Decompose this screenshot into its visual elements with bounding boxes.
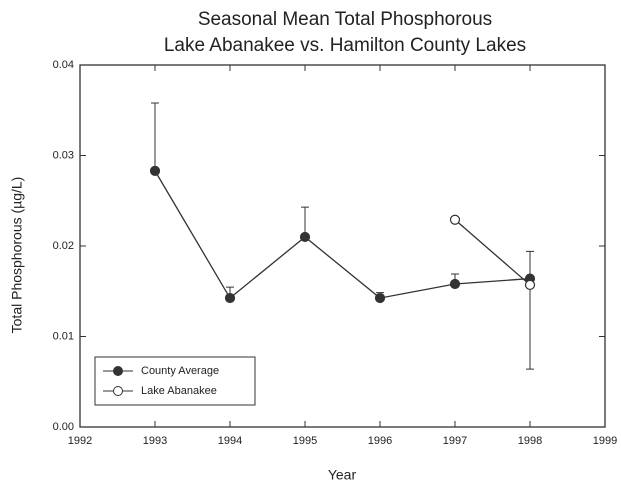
data-point — [149, 165, 161, 176]
legend-marker — [113, 386, 123, 396]
x-tick-label: 1999 — [593, 435, 617, 447]
y-tick-label: 0.02 — [53, 240, 74, 252]
y-axis-label: Total Phosphorous (µg/L) — [9, 177, 25, 334]
legend-marker — [113, 366, 123, 376]
data-point — [224, 292, 236, 304]
y-tick-label: 0.04 — [53, 59, 74, 71]
x-axis-label: Year — [328, 467, 357, 483]
x-tick-label: 1993 — [143, 435, 167, 447]
y-tick-label: 0.00 — [53, 421, 74, 433]
data-point — [449, 214, 461, 225]
error-bar — [151, 102, 159, 171]
series-line — [454, 219, 531, 286]
y-tick-label: 0.01 — [53, 330, 74, 342]
data-point — [299, 231, 311, 243]
data-point — [524, 279, 536, 291]
chart-subtitle: Lake Abanakee vs. Hamilton County Lakes — [164, 35, 526, 56]
x-tick-label: 1994 — [218, 435, 242, 447]
legend-label: Lake Abanakee — [141, 385, 217, 397]
y-tick-label: 0.03 — [53, 149, 74, 161]
x-tick-label: 1998 — [518, 435, 542, 447]
x-tick-label: 1995 — [293, 435, 317, 447]
series-line — [154, 170, 531, 300]
data-point — [374, 292, 386, 304]
legend-box — [94, 356, 256, 406]
x-tick-label: 1992 — [68, 435, 92, 447]
x-tick-label: 1996 — [368, 435, 392, 447]
chart-title: Seasonal Mean Total Phosphorous — [198, 9, 492, 30]
data-point — [449, 278, 461, 290]
x-tick-label: 1997 — [443, 435, 467, 447]
error-bar — [526, 284, 534, 370]
legend-label: County Average — [141, 365, 219, 377]
